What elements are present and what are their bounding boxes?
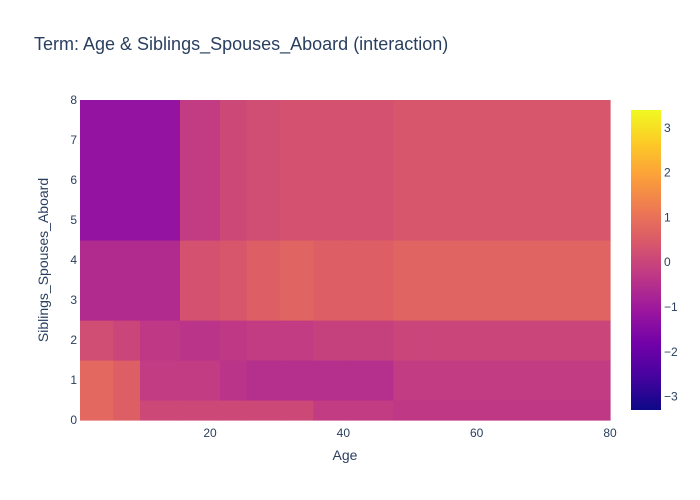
heatmap-cell <box>280 100 314 241</box>
y-tick-label: 8 <box>70 93 77 107</box>
heatmap-cell <box>280 360 314 401</box>
colorbar-tick-label: −2 <box>664 345 678 359</box>
x-axis-title: Age <box>333 447 358 463</box>
heatmap-cell <box>313 400 348 421</box>
heatmap-cells <box>80 100 611 421</box>
heatmap-cell <box>313 320 348 361</box>
y-axis-ticks: 0 1 2 3 4 5 6 7 8 <box>70 93 77 427</box>
colorbar-tick-label: −1 <box>664 300 678 314</box>
heatmap-cell <box>313 100 348 241</box>
y-tick-label: 2 <box>70 333 77 347</box>
chart-title: Term: Age & Siblings_Spouses_Aboard (int… <box>34 34 448 55</box>
heatmap-cell <box>426 320 611 361</box>
x-tick-label: 40 <box>337 426 351 440</box>
heatmap-cell <box>426 240 611 321</box>
heatmap-cell <box>220 100 248 241</box>
heatmap-cell <box>80 360 114 401</box>
heatmap-cell <box>393 240 428 321</box>
y-tick-label: 6 <box>70 173 77 187</box>
y-tick-label: 4 <box>70 253 77 267</box>
heatmap-cell <box>246 240 281 321</box>
heatmap-cell <box>180 240 221 321</box>
colorbar-tick-label: 2 <box>664 166 671 180</box>
heatmap-cell <box>346 360 394 401</box>
heatmap-cell <box>280 240 314 321</box>
heatmap-cell <box>180 320 221 361</box>
heatmap-cell <box>346 400 394 421</box>
heatmap-cell <box>280 400 314 421</box>
heatmap-cell <box>140 240 181 321</box>
heatmap-cell <box>113 240 141 321</box>
heatmap-cell <box>393 360 428 401</box>
heatmap-cell <box>140 400 181 421</box>
colorbar-tick-label: 0 <box>664 255 671 269</box>
y-tick-label: 1 <box>70 373 77 387</box>
heatmap-cell <box>246 100 281 241</box>
heatmap-cell <box>80 320 114 361</box>
heatmap-cell <box>393 400 428 421</box>
heatmap-cell <box>346 320 394 361</box>
heatmap-cell <box>113 360 141 401</box>
y-axis-title: Siblings_Spouses_Aboard <box>35 178 51 342</box>
heatmap-cell <box>180 100 221 241</box>
heatmap-cell <box>113 400 141 421</box>
y-tick-label: 5 <box>70 213 77 227</box>
heatmap-cell <box>246 400 281 421</box>
heatmap-cell <box>313 360 348 401</box>
heatmap-cell <box>113 100 141 241</box>
heatmap-cell <box>220 320 248 361</box>
heatmap-cell <box>313 240 348 321</box>
heatmap-cell <box>220 240 248 321</box>
heatmap-cell <box>80 400 114 421</box>
y-tick-label: 0 <box>70 413 77 427</box>
x-axis-ticks: 20 40 60 80 <box>203 426 617 440</box>
y-tick-label: 3 <box>70 293 77 307</box>
colorbar-tick-label: −3 <box>664 390 678 404</box>
heatmap-cell <box>180 360 221 401</box>
heatmap-cell <box>393 320 428 361</box>
heatmap-cell <box>140 360 181 401</box>
heatmap-cell <box>346 100 394 241</box>
heatmap-cell <box>246 320 281 361</box>
colorbar-tick-label: 1 <box>664 210 671 224</box>
heatmap-cell <box>140 100 181 241</box>
heatmap-cell <box>80 240 114 321</box>
heatmap-cell <box>280 320 314 361</box>
heatmap-cell <box>220 400 248 421</box>
heatmap-cell <box>393 100 428 241</box>
x-tick-label: 80 <box>603 426 617 440</box>
heatmap-cell <box>426 100 611 241</box>
x-tick-label: 60 <box>470 426 484 440</box>
colorbar <box>631 110 661 410</box>
heatmap-cell <box>246 360 281 401</box>
heatmap-cell <box>220 360 248 401</box>
heatmap-cell <box>180 400 221 421</box>
y-tick-label: 7 <box>70 133 77 147</box>
x-tick-label: 20 <box>203 426 217 440</box>
heatmap-cell <box>346 240 394 321</box>
heatmap-cell <box>80 100 114 241</box>
heatmap-cell <box>426 400 611 421</box>
heatmap-cell <box>113 320 141 361</box>
colorbar-ticks: −3 −2 −1 0 1 2 3 <box>664 121 678 404</box>
heatmap-cell <box>140 320 181 361</box>
heatmap-cell <box>426 360 611 401</box>
colorbar-tick-label: 3 <box>664 121 671 135</box>
